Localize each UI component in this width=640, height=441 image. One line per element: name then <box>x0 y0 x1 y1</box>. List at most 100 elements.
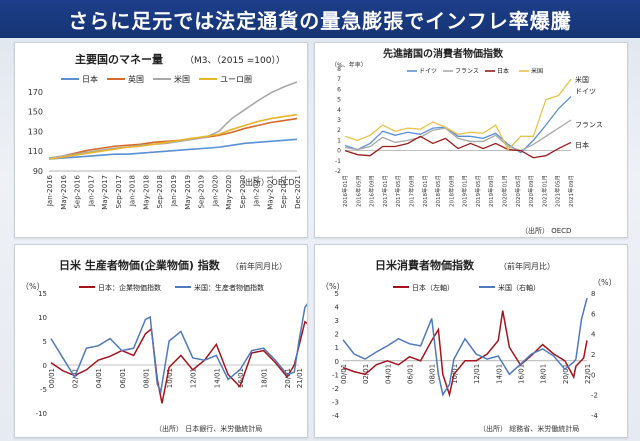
x-tick-label: 22/01 <box>584 364 592 384</box>
series-line-1 <box>50 302 310 394</box>
series-line-0 <box>342 310 588 398</box>
legend-label: ユーロ圏 <box>220 75 252 84</box>
series-line-2 <box>344 135 572 159</box>
series-end-label: 日本 <box>575 140 589 149</box>
x-tick-label: 18/01 <box>540 364 548 384</box>
cpi-advanced-chart: 先進諸国の消費者物価指数 （%、年率） （出所） OECD -2 -1 0 1 2 3 4 5… <box>331 47 603 235</box>
y-tick-label: -1 <box>335 158 341 165</box>
x-tick-label: 14/01 <box>495 364 503 384</box>
y-tick-label: 0 <box>43 362 47 370</box>
x-tick-label: 20/01 <box>562 364 570 384</box>
x-tick-label: Jan-2016 <box>46 174 54 207</box>
legend-label: 日本（左軸） <box>412 283 454 292</box>
y-tick-label: -4 <box>332 412 340 420</box>
chart-title: 主要国のマネー量 <box>75 52 163 66</box>
x-tick-label: 18/01 <box>261 368 269 388</box>
title-banner: さらに足元では法定通貨の量急膨張でインフレ率爆騰 <box>0 0 640 38</box>
x-tick-label: 2021年05月 <box>554 175 562 207</box>
chart-source: （出所） 日本銀行、米労働統計局 <box>155 424 262 433</box>
x-tick-label: Dec-2021 <box>294 175 302 209</box>
x-tick-label: 06/01 <box>407 364 415 384</box>
y-tick-label: 2 <box>337 127 341 134</box>
money-supply-panel: 主要国のマネー量 （M3、（2015 =100）） （出所） OECD 90 11… <box>14 42 308 238</box>
x-tick-label: 2017年01月 <box>381 175 389 207</box>
legend-label: 米国 <box>174 74 190 84</box>
series-line-0 <box>344 96 572 154</box>
x-tick-label: 10/01 <box>166 368 174 388</box>
cpi-japan-us-chart: 日米消費者物価指数 （前年同月比） （%） （%） （出所） 総務省、米労働統計… <box>321 258 617 433</box>
x-tick-label: 2018年01月 <box>421 175 429 207</box>
x-tick-label: Sep-2019 <box>198 175 206 209</box>
x-tick-label: 16/01 <box>237 368 245 388</box>
legend-label: 米国：生産者物価指数 <box>194 283 264 292</box>
x-tick-label: 08/01 <box>429 364 437 384</box>
series-line-3 <box>344 78 572 151</box>
y-tick-label: 6 <box>337 86 341 93</box>
y2-tick-label: 2 <box>591 351 595 359</box>
x-tick-label: 02/01 <box>72 368 80 388</box>
x-tick-label: May-2021 <box>266 175 274 210</box>
y-tick-label: 7 <box>337 76 341 83</box>
y-tick-label: 0 <box>335 358 339 366</box>
y-tick-label: 15 <box>38 290 47 298</box>
legend-label: 日本 <box>82 74 98 84</box>
y2-tick-label: -2 <box>591 392 598 400</box>
y2-tick-label: 0 <box>591 371 595 379</box>
x-tick-label: 20/01 <box>284 368 292 388</box>
x-tick-label: 04/01 <box>384 364 392 384</box>
chart-subtitle: （M3、（2015 =100）） <box>185 55 285 66</box>
y-tick-label: 5 <box>43 338 47 346</box>
chart-source: （出所） OECD <box>237 177 295 187</box>
y-tick-label: -2 <box>335 168 341 175</box>
x-tick-label: May-2017 <box>101 175 109 210</box>
chart-subtitle: （前年同月比） <box>231 261 287 271</box>
series-end-label: ドイツ <box>575 88 596 96</box>
chart-title: 先進諸国の消費者物価指数 <box>383 47 504 60</box>
y-axis-label: （%） <box>21 282 45 291</box>
x-tick-label: 00/01 <box>340 364 348 384</box>
y-tick-label: 170 <box>28 88 43 97</box>
chart-title: 日米消費者物価指数 <box>375 258 475 272</box>
x-tick-label: 2019年09月 <box>487 175 495 207</box>
series-end-label: フランス <box>575 121 603 129</box>
x-tick-label: 00/01 <box>48 368 56 388</box>
x-tick-label: 16/01 <box>517 364 525 384</box>
x-tick-label: Jan-2018 <box>129 175 137 207</box>
legend-label: 米国（右軸） <box>498 283 540 292</box>
chart-source: （出所） 総務省、米労働統計局 <box>479 424 579 433</box>
y-tick-label: 130 <box>28 127 43 136</box>
x-tick-label: May-2016 <box>60 174 68 209</box>
legend-label: フランス <box>455 68 479 75</box>
y-tick-label: 10 <box>38 314 47 322</box>
series-line-3 <box>48 113 298 160</box>
y-tick-label: 3 <box>337 117 341 124</box>
x-tick-label: Jan-2020 <box>211 175 219 207</box>
x-tick-label: 08/01 <box>142 368 150 388</box>
x-tick-label: 2019年01月 <box>461 175 469 207</box>
x-tick-label: 2016年01月 <box>341 175 349 207</box>
y-tick-label: 110 <box>28 147 43 156</box>
y-tick-label: 4 <box>337 107 341 114</box>
x-tick-label: 12/01 <box>190 368 198 388</box>
x-tick-label: 06/01 <box>119 368 127 388</box>
x-tick-label: 2018年05月 <box>434 175 442 207</box>
legend-label: 日本 <box>497 67 509 75</box>
y-tick-label: 5 <box>337 97 341 104</box>
x-tick-label: 2020年09月 <box>527 175 535 207</box>
y-tick-label: 1 <box>337 137 341 144</box>
x-tick-label: Sep-2018 <box>156 175 164 209</box>
y-tick-label: -3 <box>332 398 339 406</box>
y2-axis-label: （%） <box>593 278 617 287</box>
ppi-panel: 日米 生産者物価(企業物価) 指数 （前年同月比） （%） （出所） 日本銀行、… <box>14 244 310 438</box>
legend-label: ドイツ <box>419 68 437 75</box>
y-tick-label: 4 <box>335 304 340 312</box>
y-tick-label: -1 <box>332 371 339 379</box>
x-tick-label: 21/01 <box>296 368 304 388</box>
series-line-0 <box>48 138 298 160</box>
series-end-label: 米国 <box>575 75 589 84</box>
y-tick-label: 150 <box>28 108 43 117</box>
y2-tick-label: 8 <box>591 290 595 298</box>
y-tick-label: -2 <box>332 385 339 393</box>
x-tick-label: Jan-2021 <box>253 175 261 207</box>
